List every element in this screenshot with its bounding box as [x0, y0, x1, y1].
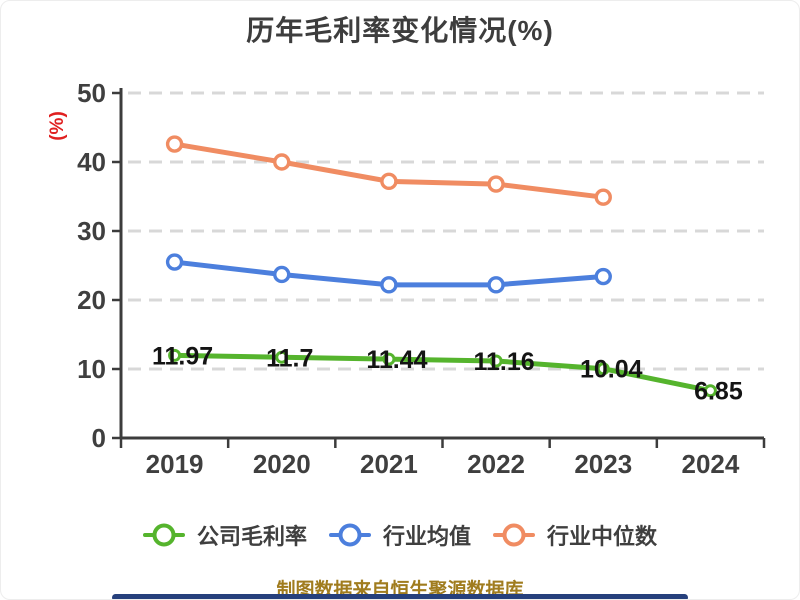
legend-marker-icon — [142, 522, 185, 548]
legend-item-0: 公司毛利率 — [142, 519, 307, 551]
svg-text:11.16: 11.16 — [473, 348, 534, 376]
svg-text:2019: 2019 — [146, 449, 204, 479]
legend-item-1: 行业均值 — [328, 519, 471, 551]
svg-text:11.44: 11.44 — [366, 346, 427, 374]
svg-text:2024: 2024 — [681, 449, 739, 479]
chart-title: 历年毛利率变化情况(%) — [246, 15, 554, 46]
legend-label: 行业中位数 — [547, 524, 658, 549]
svg-text:20: 20 — [77, 285, 106, 315]
svg-text:2023: 2023 — [574, 449, 632, 479]
svg-text:30: 30 — [77, 216, 106, 246]
chart-legend: 公司毛利率 行业均值 行业中位数 — [1, 519, 799, 551]
svg-text:2021: 2021 — [360, 449, 418, 479]
svg-text:10.04: 10.04 — [580, 356, 643, 384]
svg-text:2020: 2020 — [253, 449, 311, 479]
legend-marker-icon — [493, 522, 535, 548]
legend-label: 行业均值 — [382, 524, 471, 549]
svg-text:50: 50 — [77, 78, 106, 108]
legend-marker-icon — [328, 522, 371, 548]
svg-text:40: 40 — [77, 147, 106, 177]
svg-text:0: 0 — [92, 423, 106, 453]
svg-text:2022: 2022 — [467, 449, 525, 479]
svg-text:(%): (%) — [47, 111, 68, 141]
svg-text:11.7: 11.7 — [266, 344, 313, 372]
legend-label: 公司毛利率 — [196, 524, 307, 549]
line-chart-canvas: 0 10 20 30 40 50 2019 2020 2021 2022 2023 2024 (%) 11… — [47, 78, 766, 479]
svg-text:10: 10 — [77, 354, 106, 384]
svg-text:6.85: 6.85 — [694, 378, 743, 406]
legend-item-2: 行业中位数 — [493, 519, 657, 551]
svg-text:11.97: 11.97 — [152, 342, 213, 370]
bottom-accent-bar — [112, 594, 688, 599]
